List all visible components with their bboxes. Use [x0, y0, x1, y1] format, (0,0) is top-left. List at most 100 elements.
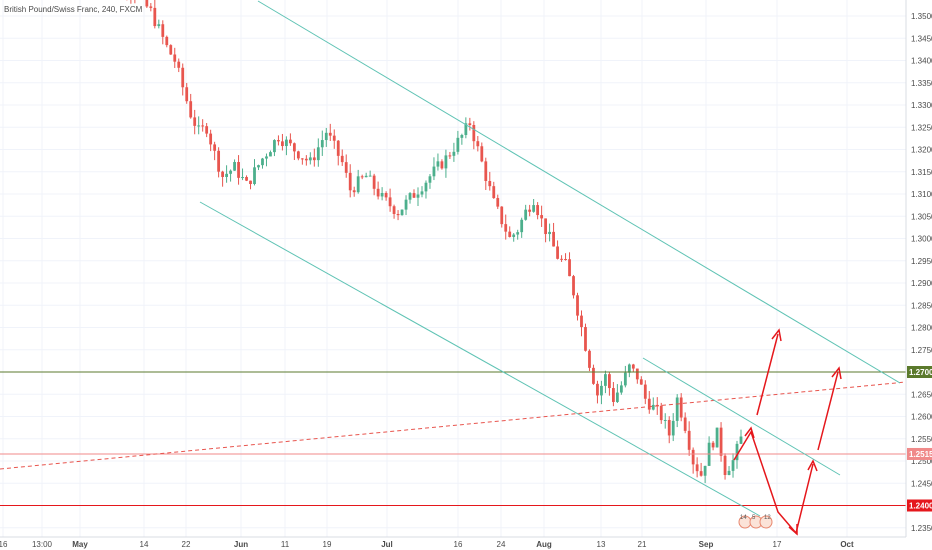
- event-marker-3[interactable]: [759, 515, 773, 529]
- candle-body: [663, 419, 667, 421]
- arrowhead-796: [788, 524, 798, 536]
- candle-body: [201, 125, 205, 127]
- x-tick-label: Oct: [840, 540, 854, 549]
- candle-body: [719, 427, 723, 456]
- dashed-trendline[interactable]: [0, 381, 907, 470]
- y-tick-label: 1.24500: [911, 479, 932, 488]
- candle-body: [440, 161, 444, 169]
- candle-body: [193, 117, 197, 126]
- candle-body: [372, 175, 376, 189]
- candlestick-series: [126, 0, 743, 484]
- candle-body: [540, 215, 544, 219]
- candle-body: [213, 144, 217, 151]
- channel-lower-line[interactable]: [199, 201, 761, 517]
- candle-body: [564, 259, 567, 261]
- projection-branch-upper-right[interactable]: [817, 371, 839, 451]
- candle-body: [544, 218, 548, 235]
- candle-body: [520, 219, 524, 233]
- candle-body: [316, 147, 320, 161]
- y-tick-label: 1.32000: [911, 146, 932, 155]
- y-tick-label: 1.35000: [911, 12, 932, 21]
- candle-body: [476, 141, 480, 147]
- candle-body: [344, 162, 348, 173]
- candle-body: [651, 404, 655, 410]
- x-tick-label: 21: [638, 540, 647, 549]
- candle-body: [249, 180, 252, 185]
- candle-body: [711, 442, 715, 448]
- time-axis[interactable]: 16 13:00 May 14 22 Jun 11 19 Jul 16 24 Aug 13 21 Sep 17…: [0, 540, 854, 549]
- candle-body: [153, 7, 157, 27]
- y-tick-label: 1.29000: [911, 279, 932, 288]
- candle-body: [332, 135, 336, 141]
- candle-body: [492, 186, 496, 199]
- inner-channel-line[interactable]: [642, 357, 841, 476]
- candle-body: [619, 385, 623, 393]
- y-tick-label: 1.30000: [911, 235, 932, 244]
- candle-body: [428, 176, 432, 183]
- candle-body: [416, 194, 420, 198]
- candle-body: [412, 193, 416, 198]
- candle-body: [472, 124, 476, 142]
- candle-body: [667, 419, 671, 436]
- candle-body: [572, 276, 575, 296]
- arrowhead-813: [807, 459, 818, 472]
- y-tick-label: 1.23500: [911, 524, 932, 533]
- y-tick-label: 1.34000: [911, 57, 932, 66]
- candle-body: [157, 24, 161, 27]
- candle-body: [285, 139, 288, 147]
- candle-body: [265, 156, 268, 159]
- candle-body: [217, 150, 221, 172]
- candle-body: [596, 383, 599, 396]
- channel-upper-line[interactable]: [257, 0, 901, 384]
- candle-body: [225, 173, 228, 177]
- candle-body: [177, 61, 181, 68]
- candle-body: [288, 139, 292, 144]
- candle-body: [444, 155, 448, 169]
- candle-body: [608, 374, 611, 389]
- candle-body: [703, 465, 707, 476]
- event-markers[interactable]: 14 5 12: [738, 515, 773, 529]
- candle-body: [173, 54, 177, 62]
- candle-body: [464, 123, 468, 136]
- x-tick-label: 24: [497, 540, 506, 549]
- y-tick-label: 1.31000: [911, 190, 932, 199]
- x-tick-label: 13:00: [32, 540, 53, 549]
- candle-body: [181, 67, 185, 88]
- event-count-1: 14: [740, 515, 747, 521]
- candle-body: [253, 167, 256, 185]
- y-tick-label: 1.31500: [911, 168, 932, 177]
- candle-body: [715, 427, 719, 448]
- candle-body: [592, 367, 595, 384]
- candle-body: [584, 327, 587, 351]
- candle-body: [424, 182, 428, 192]
- projection-path[interactable]: [733, 430, 814, 535]
- candle-body: [671, 420, 675, 436]
- candle-body: [296, 151, 300, 159]
- candle-body: [560, 258, 563, 260]
- x-tick-label: Sep: [699, 540, 714, 549]
- resistance-level-label-box: [907, 366, 932, 378]
- candle-body: [552, 231, 555, 247]
- candle-body: [695, 464, 699, 472]
- y-tick-label: 1.26500: [911, 390, 932, 399]
- candle-body: [532, 205, 536, 212]
- candle-body: [281, 141, 284, 147]
- candle-body: [384, 193, 388, 198]
- candle-body: [185, 87, 189, 102]
- candle-body: [512, 234, 516, 237]
- candle-body: [631, 364, 635, 369]
- candle-body: [368, 175, 372, 177]
- candle-body: [420, 191, 424, 195]
- candle-body: [456, 137, 460, 152]
- projection-arrows[interactable]: [733, 328, 842, 536]
- projection-branch-upper-left[interactable]: [756, 333, 779, 416]
- candle-body: [400, 209, 404, 216]
- candle-body: [452, 151, 456, 156]
- candle-body: [731, 460, 735, 471]
- candle-body: [679, 397, 683, 418]
- candle-body: [735, 443, 739, 461]
- y-tick-label: 1.28500: [911, 301, 932, 310]
- x-tick-label: 16: [0, 540, 8, 549]
- candle-body: [340, 155, 344, 163]
